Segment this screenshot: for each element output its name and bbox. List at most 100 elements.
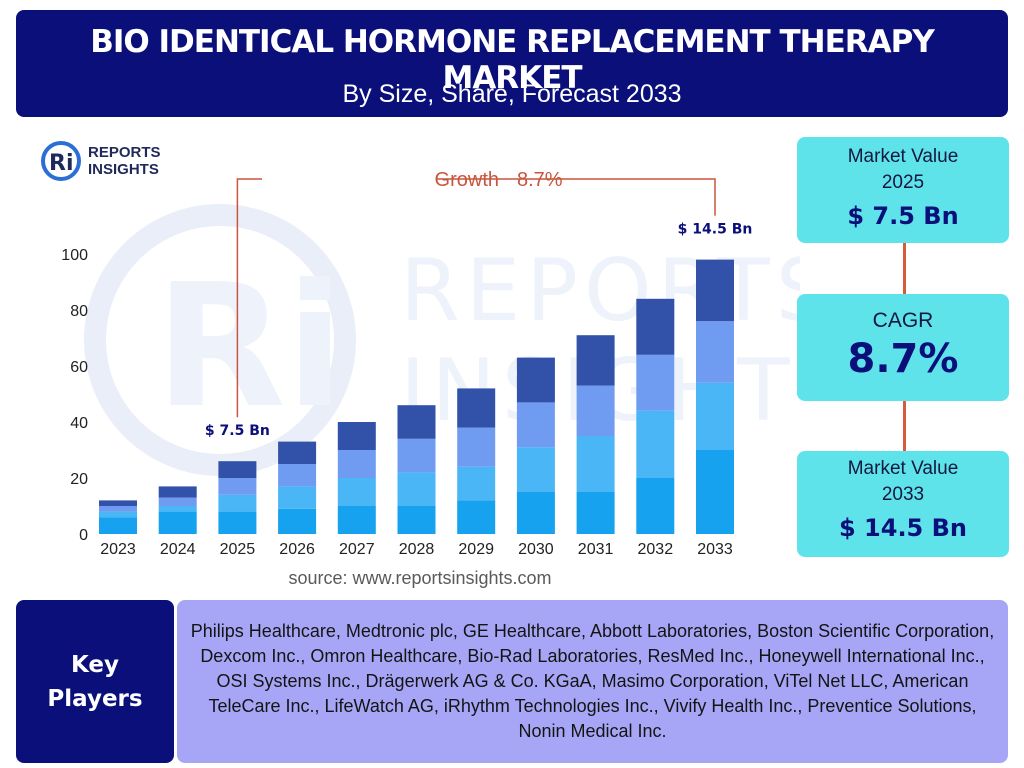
market-value-2025-box: Market Value 2025 $ 7.5 Bn — [797, 137, 1009, 243]
bar-segment — [158, 486, 197, 498]
x-axis: 2023 2024 2025 2026 2027 2028 2029 2030 2031 2032… — [100, 541, 733, 558]
cagr-value: 8.7% — [847, 336, 959, 382]
bar-segment — [218, 511, 257, 534]
y-tick-label: 60 — [70, 359, 88, 376]
y-tick-label: 40 — [70, 415, 88, 432]
bar-segment — [337, 478, 376, 506]
bar-segment — [696, 450, 734, 534]
connector-line-bottom — [903, 401, 906, 451]
x-tick-label: 2033 — [697, 541, 733, 558]
title-banner: BIO IDENTICAL HORMONE REPLACEMENT THERAP… — [16, 10, 1008, 117]
bar-segment — [696, 259, 734, 322]
cagr-label: CAGR — [872, 309, 934, 332]
bar-stacks — [99, 259, 734, 534]
x-tick-label: 2024 — [160, 541, 196, 558]
bar-segment — [99, 500, 137, 506]
key-players-label: Key Players — [16, 600, 174, 763]
market-value-2033-label: Market Value — [847, 458, 959, 479]
bar-segment — [516, 357, 555, 403]
bar-segment — [278, 508, 317, 534]
bar-segment — [99, 511, 137, 518]
bar-segment — [636, 410, 675, 478]
bar-segment — [337, 506, 376, 534]
value-annotations: $ 7.5 Bn $ 14.5 Bn — [205, 222, 752, 440]
market-value-2033-box: Market Value 2033 $ 14.5 Bn — [797, 451, 1009, 557]
value-annotation: $ 14.5 Bn — [678, 222, 753, 238]
page-subtitle: By Size, Share, Forecast 2033 — [342, 80, 682, 108]
bar-segment — [516, 447, 555, 492]
x-tick-label: 2031 — [578, 541, 614, 558]
bar-segment — [278, 464, 317, 487]
bar-segment — [397, 405, 436, 439]
bar-segment — [99, 506, 137, 512]
bar-segment — [99, 517, 137, 534]
x-tick-label: 2027 — [339, 541, 375, 558]
bar-segment — [218, 461, 257, 478]
y-tick-label: 100 — [61, 247, 88, 264]
y-axis: 0 20 40 60 80 100 — [61, 247, 88, 544]
bar-segment — [278, 486, 317, 509]
growth-value: 8.7% — [517, 169, 563, 191]
bar-segment — [158, 511, 197, 534]
logo-mark-icon: Ri — [41, 141, 81, 181]
bar-segment — [457, 388, 496, 428]
bar-segment — [158, 497, 197, 506]
growth-annotation: Growth 8.7% — [236, 169, 716, 418]
bar-segment — [278, 441, 317, 464]
bar-segment — [218, 494, 257, 512]
bar-segment — [337, 422, 376, 450]
bar-segment — [576, 436, 615, 492]
svg-text:Ri: Ri — [49, 151, 73, 176]
y-tick-label: 80 — [70, 303, 88, 320]
bar-segment — [576, 335, 615, 386]
brand-logo: Ri REPORTS INSIGHTS — [40, 140, 180, 186]
bar-segment — [397, 472, 436, 506]
bar-segment — [636, 298, 675, 355]
bar-segment — [457, 427, 496, 467]
growth-bracket-line — [236, 178, 716, 418]
bar-segment — [337, 450, 376, 478]
bar-segment — [576, 492, 615, 534]
bar-segment — [457, 466, 496, 501]
connector-line-top — [903, 243, 906, 294]
key-players-label-line2: Players — [47, 685, 143, 712]
market-value-2025: $ 7.5 Bn — [847, 202, 959, 230]
market-value-2025-year: 2025 — [881, 172, 925, 193]
x-tick-label: 2032 — [638, 541, 674, 558]
key-players-list: Philips Healthcare, Medtronic plc, GE He… — [190, 621, 995, 741]
source-note: source: www.reportsinsights.com — [288, 568, 552, 588]
bar-segment — [636, 354, 675, 411]
bar-segment — [636, 478, 675, 534]
key-players-label-line1: Key — [70, 651, 119, 678]
key-players-box: Philips Healthcare, Medtronic plc, GE He… — [177, 600, 1008, 763]
bar-segment — [516, 402, 555, 448]
page-title: BIO IDENTICAL HORMONE REPLACEMENT THERAP… — [90, 24, 935, 96]
x-tick-label: 2028 — [399, 541, 435, 558]
bar-segment — [576, 385, 615, 436]
bar-segment — [218, 478, 257, 495]
logo-text: REPORTS INSIGHTS — [88, 144, 161, 178]
bar-segment — [696, 321, 734, 383]
logo-line2: INSIGHTS — [88, 161, 159, 178]
bar-segment — [516, 492, 555, 534]
market-value-2033-year: 2033 — [881, 484, 925, 505]
y-tick-label: 0 — [79, 527, 88, 544]
x-tick-label: 2030 — [518, 541, 554, 558]
market-value-2025-label: Market Value — [847, 146, 959, 167]
bar-segment — [397, 438, 436, 473]
x-tick-label: 2026 — [279, 541, 315, 558]
cagr-box: CAGR 8.7% — [797, 294, 1009, 401]
svg-text:Ri: Ri — [155, 248, 344, 446]
bar-segment — [158, 506, 197, 512]
value-annotation: $ 7.5 Bn — [205, 423, 270, 439]
y-tick-label: 20 — [70, 471, 88, 488]
x-tick-label: 2029 — [458, 541, 494, 558]
bar-segment — [457, 500, 496, 534]
bar-segment — [397, 506, 436, 534]
logo-line1: REPORTS — [88, 144, 161, 161]
x-tick-label: 2025 — [220, 541, 256, 558]
bar-segment — [696, 382, 734, 450]
x-tick-label: 2023 — [100, 541, 136, 558]
growth-label: Growth — [435, 169, 499, 191]
